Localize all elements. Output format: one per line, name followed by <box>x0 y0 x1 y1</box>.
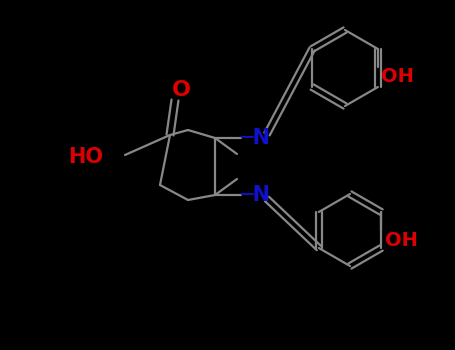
Text: HO: HO <box>68 147 103 167</box>
Text: ─N: ─N <box>240 185 270 205</box>
Text: O: O <box>172 80 191 100</box>
Text: ─N: ─N <box>240 128 270 148</box>
Text: OH: OH <box>381 68 415 86</box>
Text: OH: OH <box>385 231 418 250</box>
